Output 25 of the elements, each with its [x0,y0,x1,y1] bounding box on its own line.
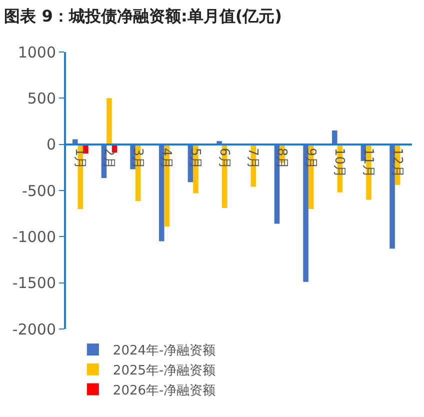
legend-label: 2025年-净融资额 [112,363,216,378]
y-tick-label: -2000 [12,320,56,338]
x-tick-label: 2月 [101,148,116,170]
x-tick-label: 10月 [332,148,347,178]
legend-label: 2026年-净融资额 [112,383,216,398]
y-tick-label: 500 [27,89,56,108]
y-tick-label: -1500 [12,274,56,292]
bar [332,130,338,144]
y-tick-label: -1000 [12,228,56,246]
chart-title: 图表 9：城投债净融资额:单月值(亿元) [4,6,282,26]
x-tick-label: 9月 [302,148,318,170]
x-tick-label: 11月 [360,148,376,178]
x-tick-label: 5月 [188,148,203,170]
x-tick-label: 4月 [158,148,174,170]
x-tick-label: 8月 [274,148,290,170]
x-tick-label: 12月 [389,148,404,178]
bar [106,98,112,144]
x-tick-label: 7月 [245,148,260,170]
y-tick-label: 0 [46,136,56,154]
x-tick-label: 6月 [216,148,232,170]
y-tick-label: -500 [22,182,56,200]
x-tick-label: 3月 [130,148,145,170]
x-tick-label: 1月 [72,148,88,170]
y-tick-label: 1000 [18,43,56,62]
legend-label: 2024年-净融资额 [112,344,216,359]
